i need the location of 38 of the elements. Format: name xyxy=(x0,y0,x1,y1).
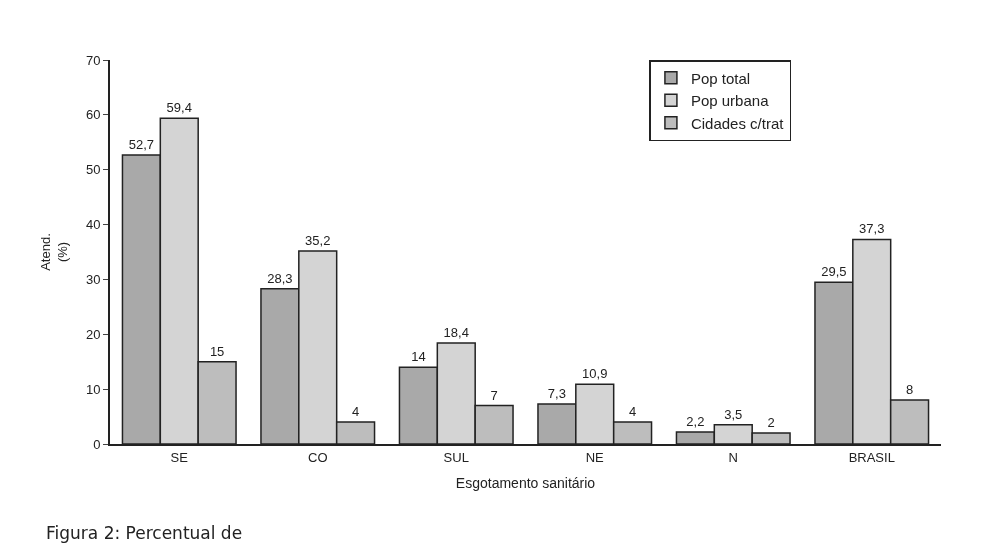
y-tick-label: 0 xyxy=(93,436,101,452)
data-label: 37,3 xyxy=(859,221,885,237)
data-label: 2,2 xyxy=(686,413,705,429)
data-label: 4 xyxy=(351,404,360,420)
y-tick-label: 50 xyxy=(85,162,101,178)
data-label: 15 xyxy=(209,343,225,359)
text: Figura 2: Percentual de xyxy=(46,523,243,543)
data-label: 2 xyxy=(767,415,775,431)
x-tick-label: N xyxy=(728,449,738,465)
data-label: 18,4 xyxy=(443,325,469,341)
data-label: 10,9 xyxy=(582,366,608,382)
data-label: 7 xyxy=(490,387,498,403)
data-label: 35,2 xyxy=(305,232,331,248)
data-label: 29,5 xyxy=(821,264,847,280)
data-label: 14 xyxy=(411,349,426,365)
legend-label: Pop urbana xyxy=(690,92,770,110)
data-label: 4 xyxy=(628,404,637,420)
y-tick-label: 40 xyxy=(85,217,101,233)
data-label: 28,3 xyxy=(267,270,293,286)
x-axis-title: Esgotamento sanitário xyxy=(455,475,596,492)
data-label: 3,5 xyxy=(724,406,743,422)
data-label: 52,7 xyxy=(128,136,155,152)
legend-label: Cidades c/trat xyxy=(690,114,785,132)
y-tick-label: 20 xyxy=(85,326,101,342)
data-label: 59,4 xyxy=(166,100,192,116)
data-label: 8 xyxy=(905,382,914,398)
data-label: 7,3 xyxy=(547,385,566,401)
x-tick-label: CO xyxy=(308,449,328,465)
x-tick-label: SUL xyxy=(443,449,469,465)
y-tick-label: 30 xyxy=(85,271,101,287)
y-tick-label: 60 xyxy=(85,107,101,123)
x-tick-label: SE xyxy=(170,449,189,465)
y-axis-title: Atend. (%) xyxy=(38,233,71,271)
x-tick-label: BRASIL xyxy=(848,449,895,465)
x-tick-label: NE xyxy=(585,449,605,465)
legend-label: Pop total xyxy=(690,69,751,87)
y-tick-label: 10 xyxy=(85,381,101,397)
y-tick-label: 70 xyxy=(85,52,101,68)
